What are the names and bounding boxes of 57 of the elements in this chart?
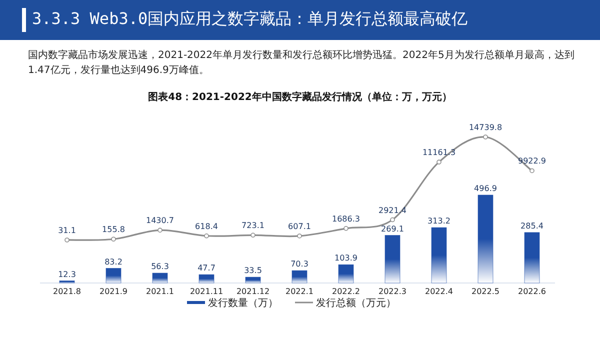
data-label: 70.3 (290, 260, 308, 269)
data-label: 47.7 (198, 264, 216, 273)
chart-subtitle: 国内数字藏品市场发展迅速，2021-2022年单月发行数量和发行总额环比增势迅猛。2022年5月为发行总额单月最高，达到1.47亿元，发行量也达到496.9万峰值。 (28, 48, 576, 78)
x-tick-label: 2022.5 (472, 287, 500, 296)
data-label: 723.1 (242, 221, 264, 230)
data-label: 12.3 (58, 270, 76, 279)
data-label: 56.3 (151, 262, 169, 272)
legend-label: 发行数量（万） (208, 298, 278, 309)
data-label: 313.2 (428, 216, 450, 226)
point (158, 228, 162, 233)
data-label: 607.1 (288, 222, 311, 231)
point (297, 234, 302, 238)
data-label: 618.4 (195, 222, 218, 231)
x-tick-label: 2021.8 (53, 287, 81, 296)
bar (338, 264, 354, 284)
x-tick-label: 2021.1 (146, 287, 174, 296)
bar (478, 194, 494, 284)
bar (198, 274, 214, 284)
data-label: 1686.3 (332, 214, 360, 224)
point (390, 217, 395, 222)
data-label: 31.1 (58, 226, 76, 235)
data-label: 103.9 (334, 254, 358, 263)
bar (152, 272, 168, 284)
x-tick-label: 2021.9 (100, 287, 128, 296)
bar (245, 276, 261, 284)
data-label: 269.1 (381, 224, 404, 234)
data-label: 9922.9 (518, 156, 546, 166)
bar (59, 280, 75, 284)
text: 图表48：2021-2022年中国数字藏品发行情况（单位：万，万元） (148, 91, 452, 103)
data-label: 14739.8 (468, 123, 502, 132)
data-label: 33.5 (244, 266, 262, 276)
x-tick-label: 2021.12 (236, 287, 270, 296)
point (250, 232, 256, 238)
data-label: 285.4 (520, 221, 544, 230)
legend-label: 发行总额（万元） (316, 297, 396, 309)
data-label: 496.9 (474, 184, 497, 193)
data-label: 1430.7 (146, 216, 174, 226)
x-tick-label: 2022.6 (518, 287, 546, 296)
data-label: 11161.3 (422, 148, 456, 158)
data-label: 83.2 (104, 257, 122, 266)
x-tick-label: 2022.1 (286, 287, 314, 296)
bar (292, 270, 308, 284)
x-tick-label: 2022.4 (425, 287, 453, 296)
chart-title: 3.3.3 Web3.0国内应用之数字藏品：单月发行总额最高破亿 (32, 9, 468, 30)
point (111, 236, 116, 242)
point (344, 226, 348, 231)
bar (524, 232, 540, 284)
bar (106, 268, 122, 284)
bar (431, 227, 447, 284)
bar (384, 235, 400, 284)
point (204, 233, 209, 238)
x-tick-label: 2022.3 (378, 287, 406, 296)
data-label: 155.8 (102, 225, 125, 234)
x-tick-label: 2021.11 (190, 287, 224, 296)
point (64, 238, 70, 242)
x-tick-label: 2022.2 (332, 287, 360, 296)
data-label: 2921.4 (378, 206, 406, 215)
